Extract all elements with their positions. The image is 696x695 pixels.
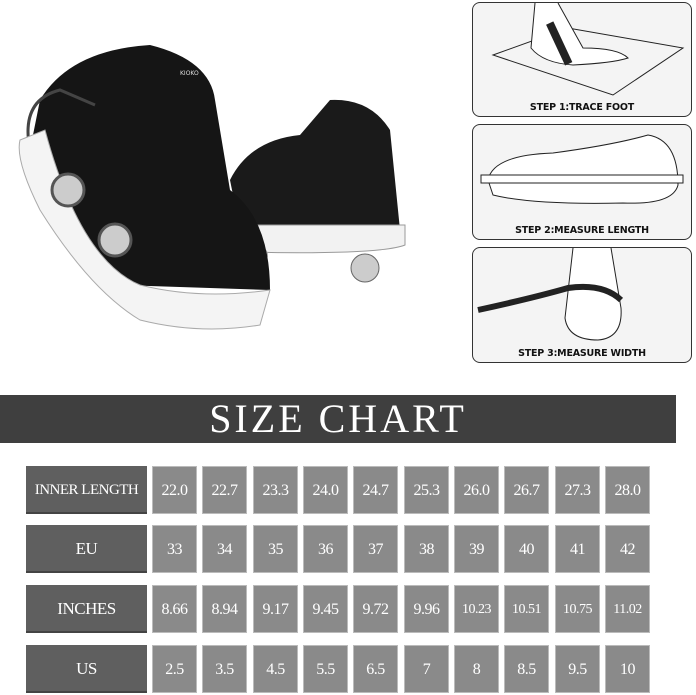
size-cell: 40 <box>504 525 549 573</box>
size-cell: 4.5 <box>253 645 298 693</box>
size-cell: 6.5 <box>353 645 398 693</box>
brand-mark: KIOKO <box>180 70 199 77</box>
size-cell: 8.94 <box>202 585 247 633</box>
size-cell: 3.5 <box>202 645 247 693</box>
size-cell: 28.0 <box>605 466 650 514</box>
size-cell: 9.45 <box>303 585 348 633</box>
row-label: US <box>26 645 147 693</box>
size-row-eu: EU 33 34 35 36 37 38 39 40 41 42 <box>0 525 696 573</box>
size-row-inner-length: INNER LENGTH 22.0 22.7 23.3 24.0 24.7 25.3 26.0… <box>0 466 696 514</box>
size-cell: 35 <box>253 525 298 573</box>
size-cell: 34 <box>202 525 247 573</box>
size-cell: 26.7 <box>504 466 549 514</box>
step-2-panel: STEP 2:MEASURE LENGTH <box>472 124 692 240</box>
size-cell: 9.96 <box>404 585 449 633</box>
size-cell: 2.5 <box>152 645 197 693</box>
size-cell: 36 <box>303 525 348 573</box>
size-cell: 9.72 <box>353 585 398 633</box>
size-cell: 10 <box>605 645 650 693</box>
size-cell: 11.02 <box>605 585 650 633</box>
step-1-label: STEP 1:TRACE FOOT <box>529 102 635 113</box>
step-3-panel: STEP 3:MEASURE WIDTH <box>472 247 692 363</box>
size-cell: 25.3 <box>404 466 449 514</box>
size-cell: 22.7 <box>202 466 247 514</box>
step-1-panel: STEP 1:TRACE FOOT <box>472 2 692 117</box>
size-cell: 26.0 <box>454 466 499 514</box>
step-3-label: STEP 3:MEASURE WIDTH <box>518 348 646 359</box>
trace-foot-icon <box>491 3 685 96</box>
size-row-inches: INCHES 8.66 8.94 9.17 9.45 9.72 9.96 10.23 10.51… <box>0 585 696 633</box>
size-cell: 27.3 <box>555 466 600 514</box>
step-2-label: STEP 2:MEASURE LENGTH <box>515 225 649 236</box>
size-cell: 39 <box>454 525 499 573</box>
roller-shoes-image: KIOKO <box>18 45 406 330</box>
size-cell: 23.3 <box>253 466 298 514</box>
size-cell: 41 <box>555 525 600 573</box>
size-cell: 5.5 <box>303 645 348 693</box>
size-cell: 38 <box>404 525 449 573</box>
measure-length-icon <box>480 134 684 204</box>
size-cell: 24.7 <box>353 466 398 514</box>
size-cell: 8.66 <box>152 585 197 633</box>
front-shoe: KIOKO <box>18 45 271 330</box>
size-cell: 9.17 <box>253 585 298 633</box>
row-label: EU <box>26 525 147 573</box>
size-cell: 10.51 <box>504 585 549 633</box>
size-cell: 33 <box>152 525 197 573</box>
size-cell: 24.0 <box>303 466 348 514</box>
size-cell: 8 <box>454 645 499 693</box>
size-cell: 10.23 <box>454 585 499 633</box>
measure-width-icon <box>477 248 624 341</box>
size-cell: 8.5 <box>504 645 549 693</box>
size-cell: 42 <box>605 525 650 573</box>
size-cell: 37 <box>353 525 398 573</box>
size-cell: 9.5 <box>555 645 600 693</box>
size-cell: 10.75 <box>555 585 600 633</box>
size-chart-title: SIZE CHART <box>0 395 676 443</box>
size-row-us: US 2.5 3.5 4.5 5.5 6.5 7 8 8.5 9.5 10 <box>0 645 696 693</box>
size-cell: 22.0 <box>152 466 197 514</box>
size-cell: 7 <box>404 645 449 693</box>
row-label: INCHES <box>26 585 147 633</box>
back-shoe <box>230 99 406 283</box>
row-label: INNER LENGTH <box>26 466 147 514</box>
